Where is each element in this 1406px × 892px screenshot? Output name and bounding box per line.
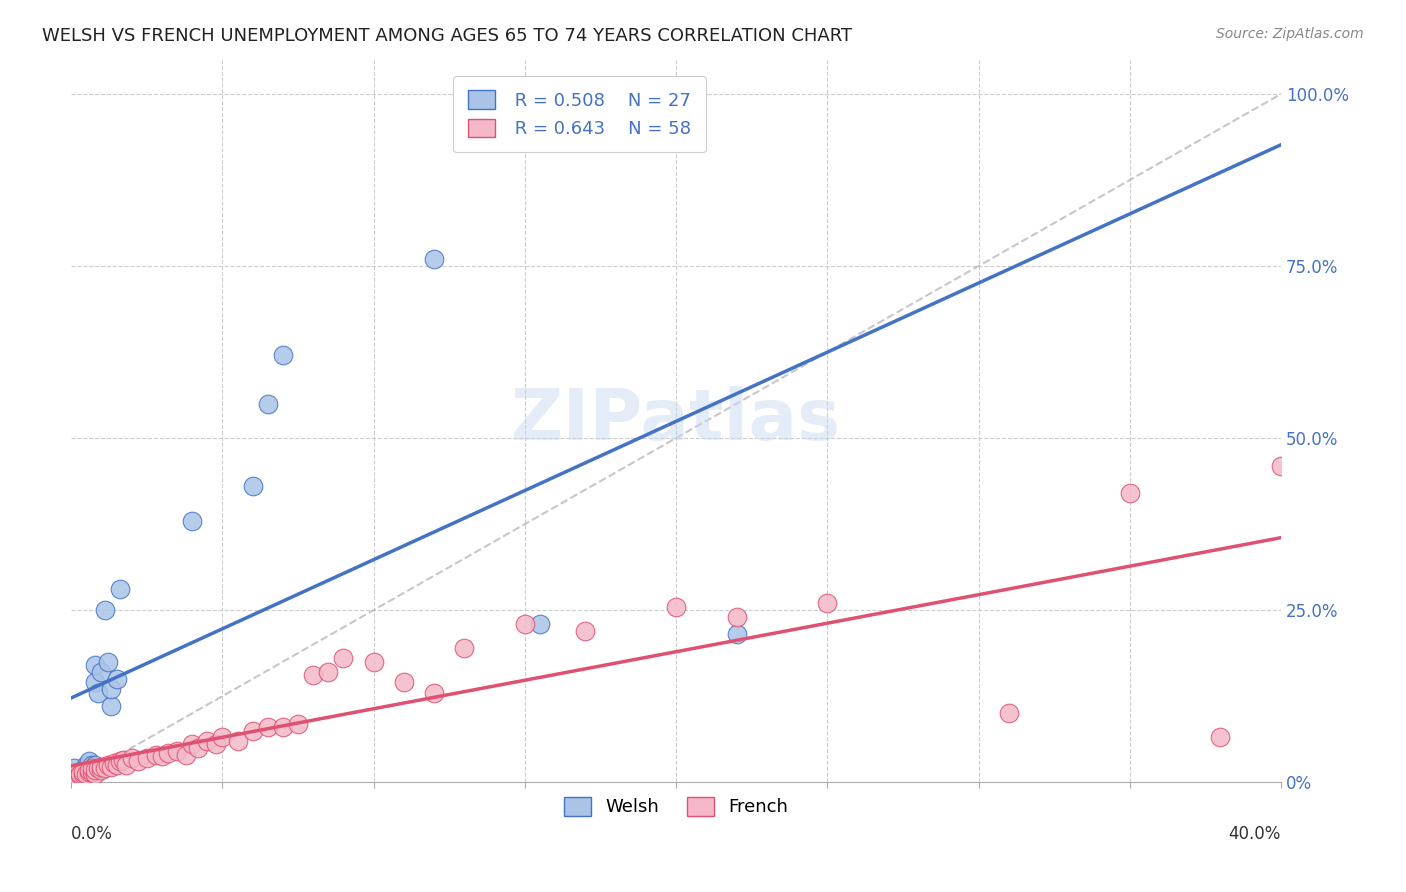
Point — [815, 596, 838, 610]
Point — [271, 349, 294, 363]
Point — [69, 768, 91, 782]
Point — [66, 770, 89, 784]
Point — [363, 655, 385, 669]
Point — [174, 747, 197, 762]
Point — [529, 616, 551, 631]
Point — [127, 755, 149, 769]
Point — [211, 731, 233, 745]
Point — [96, 758, 118, 772]
Point — [665, 599, 688, 614]
Point — [1209, 731, 1232, 745]
Point — [69, 767, 91, 781]
Point — [84, 675, 107, 690]
Point — [574, 624, 596, 638]
Point — [75, 758, 97, 772]
Point — [453, 640, 475, 655]
Point — [100, 760, 122, 774]
Point — [242, 723, 264, 738]
Point — [75, 761, 97, 775]
Point — [205, 737, 228, 751]
Point — [103, 756, 125, 770]
Point — [69, 764, 91, 779]
Text: Source: ZipAtlas.com: Source: ZipAtlas.com — [1216, 27, 1364, 41]
Point — [72, 763, 94, 777]
Point — [90, 665, 112, 679]
Text: 40.0%: 40.0% — [1229, 825, 1281, 844]
Point — [90, 763, 112, 777]
Point — [100, 699, 122, 714]
Point — [725, 627, 748, 641]
Point — [157, 746, 180, 760]
Point — [271, 720, 294, 734]
Point — [84, 767, 107, 781]
Point — [226, 734, 249, 748]
Point — [166, 744, 188, 758]
Point — [111, 753, 134, 767]
Point — [513, 616, 536, 631]
Point — [63, 761, 86, 775]
Point — [302, 668, 325, 682]
Point — [332, 651, 354, 665]
Point — [100, 682, 122, 697]
Point — [72, 764, 94, 779]
Point — [84, 763, 107, 777]
Point — [66, 768, 89, 782]
Point — [145, 747, 167, 762]
Point — [105, 758, 128, 772]
Point — [82, 764, 104, 779]
Point — [318, 665, 340, 679]
Point — [108, 755, 131, 769]
Point — [1119, 486, 1142, 500]
Point — [181, 514, 204, 528]
Text: 0.0%: 0.0% — [72, 825, 112, 844]
Point — [105, 672, 128, 686]
Point — [82, 758, 104, 772]
Point — [121, 751, 143, 765]
Point — [96, 655, 118, 669]
Point — [93, 761, 115, 775]
Point — [423, 252, 446, 267]
Point — [87, 761, 110, 775]
Point — [287, 716, 309, 731]
Point — [997, 706, 1019, 721]
Point — [114, 758, 136, 772]
Point — [725, 610, 748, 624]
Point — [108, 582, 131, 597]
Point — [187, 740, 209, 755]
Point — [82, 761, 104, 775]
Point — [195, 734, 218, 748]
Point — [392, 675, 415, 690]
Point — [135, 751, 157, 765]
Point — [87, 686, 110, 700]
Point — [256, 397, 278, 411]
Point — [69, 767, 91, 781]
Text: WELSH VS FRENCH UNEMPLOYMENT AMONG AGES 65 TO 74 YEARS CORRELATION CHART: WELSH VS FRENCH UNEMPLOYMENT AMONG AGES … — [42, 27, 852, 45]
Point — [72, 767, 94, 781]
Point — [75, 767, 97, 781]
Point — [256, 720, 278, 734]
Point — [84, 758, 107, 772]
Point — [93, 603, 115, 617]
Point — [63, 768, 86, 782]
Point — [150, 748, 173, 763]
Point — [1270, 458, 1292, 473]
Text: ZIPatlas: ZIPatlas — [510, 386, 841, 455]
Point — [79, 764, 101, 779]
Point — [90, 760, 112, 774]
Point — [181, 737, 204, 751]
Point — [79, 755, 101, 769]
Point — [242, 479, 264, 493]
Point — [79, 763, 101, 777]
Point — [84, 658, 107, 673]
Legend: Welsh, French: Welsh, French — [557, 789, 796, 823]
Point — [423, 686, 446, 700]
